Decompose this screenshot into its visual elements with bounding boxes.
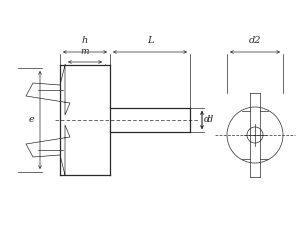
Text: L: L xyxy=(147,36,153,45)
Text: d: d xyxy=(207,115,213,125)
Text: d2: d2 xyxy=(249,36,261,45)
Text: d: d xyxy=(204,115,210,125)
Text: h: h xyxy=(82,36,88,45)
Text: m: m xyxy=(81,47,89,56)
Text: e: e xyxy=(28,115,34,125)
